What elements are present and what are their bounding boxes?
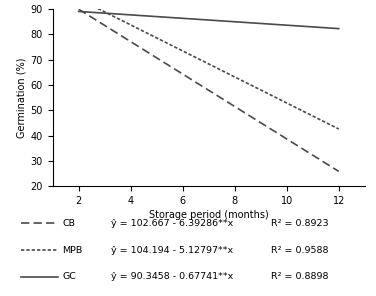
Text: MPB: MPB xyxy=(62,246,82,255)
Text: R² = 0.9588: R² = 0.9588 xyxy=(271,246,328,255)
Y-axis label: Germination (%): Germination (%) xyxy=(17,57,26,138)
Text: ŷ = 90.3458 - 0.67741**x: ŷ = 90.3458 - 0.67741**x xyxy=(111,272,233,281)
Text: ŷ = 102.667 - 6.39286**x: ŷ = 102.667 - 6.39286**x xyxy=(111,219,233,228)
Text: R² = 0.8923: R² = 0.8923 xyxy=(271,219,328,228)
Text: ŷ = 104.194 - 5.12797**x: ŷ = 104.194 - 5.12797**x xyxy=(111,246,233,255)
X-axis label: Storage period (months): Storage period (months) xyxy=(149,210,268,220)
Text: R² = 0.8898: R² = 0.8898 xyxy=(271,272,328,281)
Text: GC: GC xyxy=(62,272,76,281)
Text: CB: CB xyxy=(62,219,75,228)
